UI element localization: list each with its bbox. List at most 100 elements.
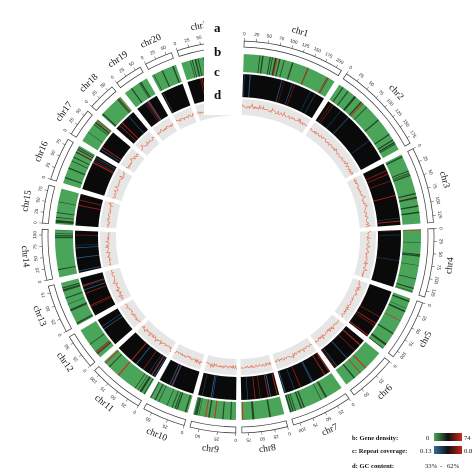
gene-density-stripe [87,132,103,143]
gc-content-segment [104,267,132,304]
gene-density-stripe [257,55,261,74]
gene-density-stripe [352,354,367,369]
tick-mark [105,383,109,387]
repeat-coverage-stripe [212,375,217,399]
chromosome-label: chr18 [78,72,101,94]
tick-label: 100 [399,351,408,361]
gc-content-segment [204,355,237,375]
tick-label: 125 [437,211,443,220]
tick-label: 25 [421,315,428,322]
gene-density-stripe [377,323,394,335]
tick-mark [74,122,78,125]
repeat-coverage-segment [118,332,167,378]
repeat-coverage-stripe [326,110,342,129]
tick-label: 75 [37,185,43,192]
tick-label: 75 [40,291,46,298]
ideogram-segment [42,184,56,224]
tick-mark [335,64,338,68]
tick-mark [115,391,118,395]
repeat-coverage-stripe [147,100,161,121]
repeat-coverage-stripe [159,359,172,381]
chromosome-label: chr4 [444,256,456,274]
repeat-coverage-stripe [101,146,122,160]
legend-gc-content-dash: - [440,463,442,470]
tick-label: 50 [44,305,51,312]
tick-mark [404,339,408,342]
gene-density-stripe [354,106,368,120]
ideogram-segment [407,148,434,224]
gene-density-stripe [194,58,201,77]
tick-mark [199,41,201,45]
tick-mark [430,200,434,202]
gene-density-stripe [285,394,292,413]
gene-density-stripe [368,337,384,349]
tick-label: 0 [110,74,115,80]
tick-label: 100 [32,231,37,239]
repeat-coverage-segment [80,272,116,316]
repeat-coverage-stripe [377,217,400,221]
gene-density-stripe [400,262,419,266]
ideogram-segment [116,66,144,89]
repeat-coverage-stripe [153,356,167,377]
gene-density-stripe [300,67,309,85]
gene-density-stripe [317,381,328,398]
legend-repeat-coverage-label: c: Repeat coverage: [352,448,407,455]
gene-density-stripe [67,297,85,305]
gene-density-stripe [370,333,387,346]
ideogram-segment [342,73,411,147]
tick-mark [411,327,415,330]
tick-label: 0 [417,143,423,148]
ideogram-segment [189,420,237,434]
repeat-coverage-stripe [75,246,99,249]
gene-density-stripe [137,374,149,391]
tick-mark [429,278,433,280]
gc-content-line [274,343,313,363]
ideogram-segment [349,357,390,396]
gene-density-stripe [95,340,111,354]
gene-density-stripe [392,173,410,181]
chromosome-label: chr9 [201,443,219,455]
tick-mark [133,67,136,71]
tick-mark [346,71,349,74]
ideogram-segment [243,40,342,77]
repeat-coverage-stripe [151,355,164,376]
gene-density-stripe [398,274,417,280]
gene-density-stripe [130,87,143,104]
legend-repeat-coverage-gradient [434,446,462,454]
gene-density-stripe [384,312,401,322]
tick-label: 25 [184,37,191,43]
tick-label: 25 [68,117,75,124]
gene-density-stripe [76,314,93,324]
tick-label: 125 [430,289,437,298]
gene-density-stripe [312,383,322,401]
gene-density-stripe [161,70,171,88]
gc-content-segment [119,299,147,328]
repeat-coverage-stripe [278,370,286,393]
tick-mark [325,412,327,416]
tick-label: 100 [298,426,307,433]
gene-density-stripe [251,401,255,420]
gene-density-stripe [89,333,105,345]
gene-density-stripe [289,393,296,411]
tick-mark [105,88,108,91]
gene-density-stripe [393,174,411,182]
repeat-coverage-segment [242,74,324,119]
repeat-coverage-stripe [248,74,251,98]
gene-density-stripe [171,390,179,408]
tick-mark [325,58,328,62]
tick-mark [366,86,369,90]
repeat-coverage-stripe [350,140,370,155]
gc-content-line [174,351,203,366]
tick-label: 25 [149,49,156,56]
tick-mark [123,73,127,77]
tick-label: 0 [243,31,246,36]
gc-content-segment [346,174,376,228]
gene-density-stripe [389,301,407,309]
repeat-coverage-stripe [263,374,269,398]
gc-content-segment [354,231,376,280]
repeat-coverage-stripe [128,116,145,134]
tick-label: 50 [259,436,265,442]
tick-label: 25 [35,267,41,273]
gene-density-stripe [55,219,74,223]
